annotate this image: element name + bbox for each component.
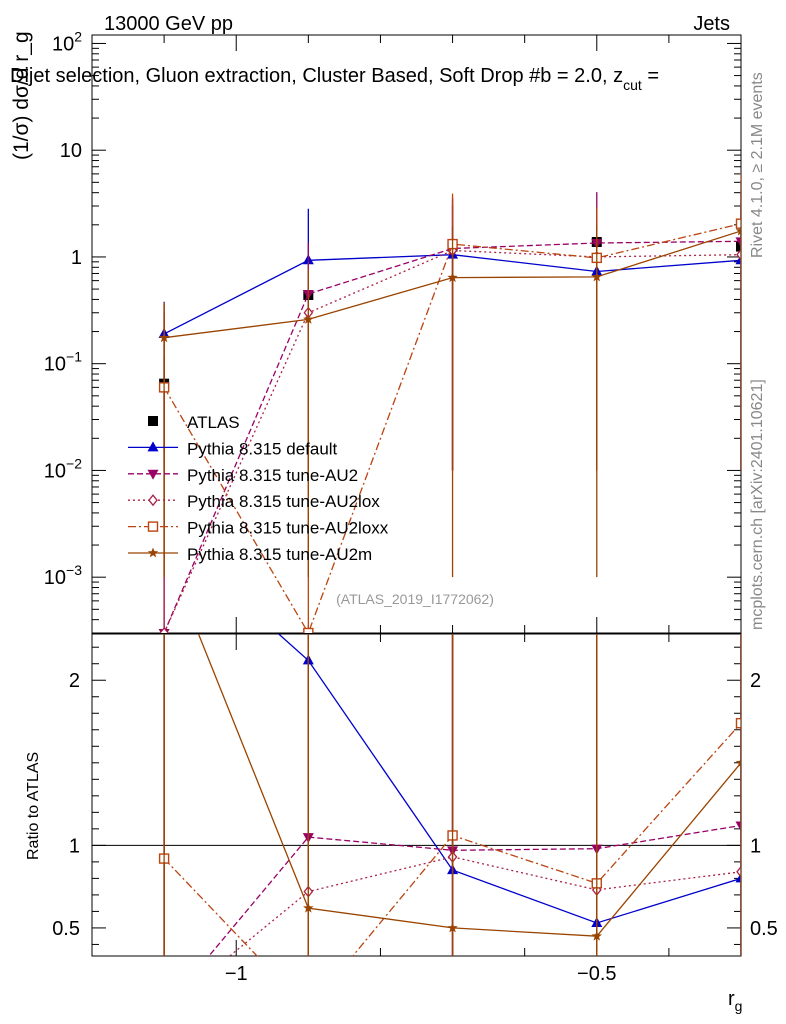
energy-label: 13000 GeV pp <box>104 13 233 35</box>
ratio-line-default <box>277 634 741 924</box>
mcplots-label: mcplots.cern.ch [arXiv:2401.10621] <box>749 379 766 630</box>
point-atlas <box>736 241 741 252</box>
legend-item-au2: Pythia 8.315 tune-AU2 <box>128 466 358 485</box>
y-tick-label: 10 <box>60 140 82 162</box>
series-line-au2 <box>163 240 741 633</box>
ratio-tick-label: 0.5 <box>750 918 778 940</box>
ratio-point-au2loxx <box>735 717 741 729</box>
ratio-line-au2m <box>197 634 741 937</box>
ratio-plot-frame <box>91 633 742 957</box>
series-line-au2lox <box>163 249 741 633</box>
series-line-default <box>163 254 741 335</box>
point-au2m <box>303 313 314 324</box>
legend-marker-au2loxx <box>147 521 159 532</box>
ratio-ticks: −1 −0.5 0.5 0.5 1 1 2 2 <box>52 634 778 985</box>
series-line-au2loxx <box>163 223 741 633</box>
analysis-watermark: (ATLAS_2019_I1772062) <box>336 591 494 607</box>
y-tick-label: 10−3 <box>44 562 82 589</box>
point-au2lox <box>159 626 169 633</box>
ratio-point-au2m <box>735 757 741 768</box>
plot-title: Dijet selection, Gluon extraction, Clust… <box>10 65 659 93</box>
ratio-tick-label: 2 <box>69 670 80 692</box>
point-au2m <box>591 271 602 282</box>
legend-label: Pythia 8.315 default <box>187 439 338 458</box>
ratio-series-group <box>158 634 741 956</box>
legend-marker-atlas <box>148 416 158 426</box>
category-label: Jets <box>693 13 730 35</box>
legend-item-au2loxx: Pythia 8.315 tune-AU2loxx <box>128 519 389 538</box>
ratio-tick-label: 2 <box>750 670 761 692</box>
ratio-line-au2 <box>208 824 741 956</box>
y-tick-label: 10−2 <box>44 455 82 482</box>
legend-item-au2lox: Pythia 8.315 tune-AU2lox <box>128 492 380 511</box>
legend-marker-au2 <box>147 469 159 480</box>
series-au2m <box>158 180 741 578</box>
ratio-line-au2loxx <box>163 722 741 956</box>
legend-label: Pythia 8.315 tune-AU2loxx <box>187 519 389 538</box>
point-au2 <box>735 237 741 248</box>
ratio-series-au2lox <box>163 634 741 956</box>
legend-label: ATLAS <box>187 413 240 432</box>
ratio-line-au2lox <box>228 856 741 956</box>
point-au2m <box>447 272 458 283</box>
point-au2loxx <box>735 218 741 229</box>
series-line-au2m <box>164 230 741 339</box>
ratio-tick-label: 0.5 <box>52 918 80 940</box>
y-tick-label: 1 <box>71 247 82 269</box>
rivet-label: Rivet 4.1.0, ≥ 2.1M events <box>749 72 766 258</box>
legend-label: Pythia 8.315 tune-AU2m <box>187 545 372 564</box>
ratio-point-au2m <box>591 930 602 941</box>
legend-marker-default <box>147 441 159 452</box>
ratio-axis-title: Ratio to ATLAS <box>25 752 42 860</box>
ratio-point-au2lox <box>736 865 741 878</box>
ratio-y-label: Ratio to ATLAS <box>25 752 42 860</box>
legend-item-atlas: ATLAS <box>148 413 240 432</box>
series-au2lox <box>159 199 741 633</box>
legend-label: Pythia 8.315 tune-AU2lox <box>187 492 380 511</box>
mcplots-label-group: mcplots.cern.ch [arXiv:2401.10621] <box>749 379 766 630</box>
point-au2m <box>735 225 741 236</box>
point-au2lox <box>736 248 741 261</box>
ratio-tick-label: 1 <box>750 835 761 857</box>
legend-item-default: Pythia 8.315 default <box>128 439 338 458</box>
y-axis-label: (1/σ) dσ/d r_g <box>10 31 33 160</box>
ratio-tick-label: 1 <box>69 835 80 857</box>
legend-marker-au2m <box>147 547 159 558</box>
point-au2loxx <box>303 627 314 633</box>
y-axis-title: (1/σ) dσ/d r_g <box>10 31 33 160</box>
x-tick-label: −1 <box>225 963 248 985</box>
y-tick-label: 10−1 <box>44 349 82 376</box>
legend: ATLAS Pythia 8.315 default Pythia 8.315 tu… <box>128 413 389 564</box>
x-axis-label: rg <box>728 988 742 1014</box>
legend-label: Pythia 8.315 tune-AU2 <box>187 466 358 485</box>
ratio-point-au2 <box>735 821 741 832</box>
ratio-series-au2m <box>163 634 741 956</box>
legend-marker-au2lox <box>148 494 158 507</box>
ratio-point-au2m <box>303 902 314 913</box>
main-series-group <box>158 172 741 633</box>
main-y-ticks: 10−3 10−2 10−1 1 10 102 <box>44 28 741 634</box>
point-au2m <box>158 332 170 343</box>
x-tick-label: −0.5 <box>577 963 616 985</box>
rivet-label-group: Rivet 4.1.0, ≥ 2.1M events <box>749 72 766 258</box>
y-tick-label: 102 <box>52 28 82 55</box>
legend-item-au2m: Pythia 8.315 tune-AU2m <box>128 545 372 564</box>
series-atlas <box>159 235 741 452</box>
ratio-point-au2m <box>447 922 458 933</box>
